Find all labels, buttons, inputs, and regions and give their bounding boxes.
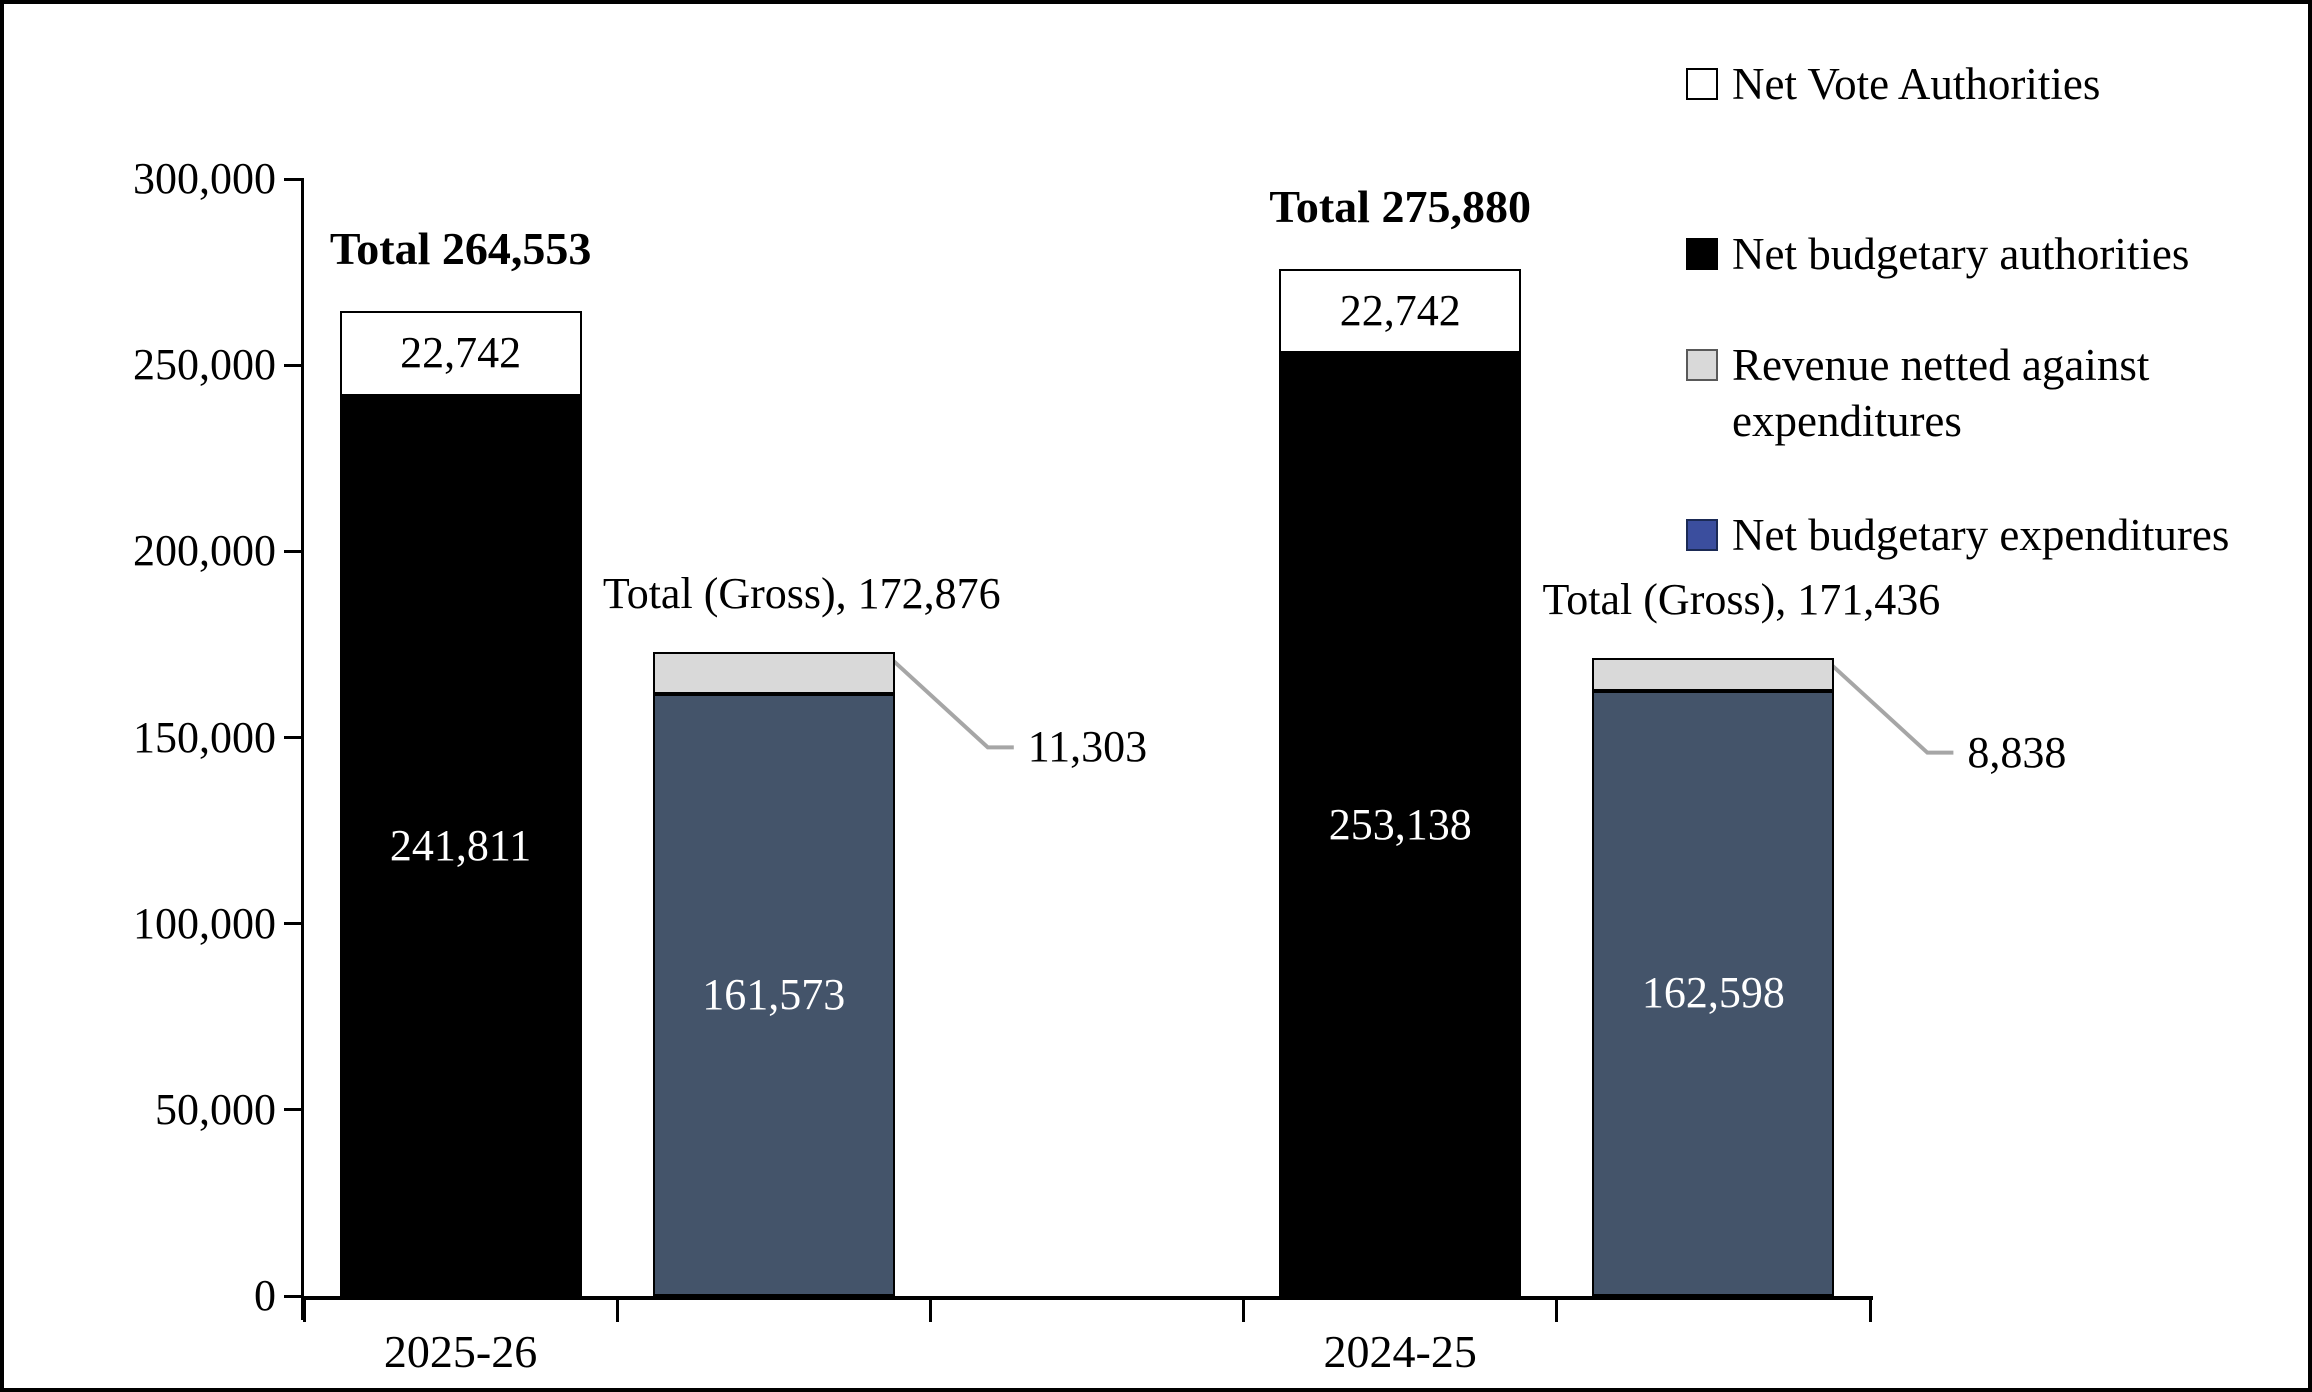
legend-label: Net budgetary expenditures (1732, 510, 2230, 560)
y-tick (284, 922, 304, 926)
bar-segment-net-budgetary-expenditures-2025-26 (652, 694, 895, 1296)
y-tick (284, 1294, 304, 1298)
legend-item-net-budgetary-authorities: Net budgetary authorities (1686, 226, 2189, 282)
y-tick-label: 200,000 (133, 526, 276, 576)
callout-leader-line-2024-25 (1831, 664, 1954, 755)
bar-segment-net-budgetary-expenditures-2024-25 (1592, 690, 1835, 1296)
x-tick (615, 1296, 619, 1322)
legend-swatch-icon-revenue-netted-against-expenditures (1686, 349, 1718, 381)
legend-item-revenue-netted-against-expenditures: Revenue netted against expenditures (1686, 337, 2149, 449)
bar-value-net-budgetary-authorities-2024-25: 253,138 (1328, 799, 1472, 849)
bar-segment-net-budgetary-authorities-2024-25 (1279, 353, 1522, 1296)
x-tick (302, 1296, 306, 1322)
x-category-label-2024-25: 2024-25 (1323, 1326, 1477, 1377)
total-gross-label-2024-25: Total (Gross), 171,436 (1542, 574, 1941, 624)
callout-leader-line-2025-26 (891, 658, 1014, 750)
bar-value-net-budgetary-expenditures-2024-25: 162,598 (1641, 968, 1785, 1018)
y-tick-label: 100,000 (133, 898, 276, 948)
bar-value-net-vote-authorities-2024-25: 22,742 (1339, 286, 1461, 336)
total-gross-label-2025-26: Total (Gross), 172,876 (602, 569, 1001, 619)
total-label-2025-26: Total 264,553 (329, 222, 592, 274)
bar-segment-net-budgetary-authorities-2025-26 (339, 395, 582, 1296)
bar-value-net-budgetary-authorities-2025-26: 241,811 (389, 820, 532, 870)
y-tick (284, 177, 304, 181)
y-tick (284, 549, 304, 553)
y-tick-label: 250,000 (133, 340, 276, 390)
y-tick (284, 736, 304, 739)
bar-value-net-budgetary-expenditures-2025-26: 161,573 (702, 970, 846, 1020)
x-axis-line (301, 1296, 1873, 1300)
x-tick (1242, 1296, 1246, 1322)
y-tick-label: 0 (254, 1271, 276, 1320)
y-tick (284, 1108, 304, 1112)
x-tick (928, 1296, 932, 1322)
legend-label: Net budgetary authorities (1732, 229, 2190, 279)
y-tick-label: 300,000 (133, 154, 276, 203)
bar-segment-revenue-netted-against-expenditures-2025-26 (652, 652, 895, 695)
y-tick (284, 363, 304, 367)
callout-value-2024-25: 8,838 (1967, 727, 2067, 777)
legend-swatch-icon-net-vote-authorities (1686, 68, 1718, 100)
legend-label: Net Vote Authorities (1732, 59, 2101, 109)
bar-segment-revenue-netted-against-expenditures-2024-25 (1592, 657, 1835, 691)
bar-segment-net-vote-authorities-2024-25 (1279, 268, 1522, 354)
x-category-label-2025-26: 2025-26 (383, 1326, 538, 1377)
y-tick-label: 50,000 (155, 1084, 276, 1134)
legend-swatch-icon-net-budgetary-authorities (1686, 238, 1718, 270)
legend-item-net-budgetary-expenditures: Net budgetary expenditures (1686, 507, 2229, 563)
bar-segment-net-vote-authorities-2025-26 (339, 310, 582, 396)
callout-value-2025-26: 11,303 (1027, 722, 1148, 772)
legend-swatch-icon-net-budgetary-expenditures (1686, 519, 1718, 551)
legend-label: Revenue netted against expenditures (1732, 340, 2150, 446)
y-axis-line (301, 179, 304, 1320)
x-tick (1868, 1296, 1872, 1322)
total-label-2024-25: Total 275,880 (1269, 180, 1531, 232)
bar-value-net-vote-authorities-2025-26: 22,742 (400, 328, 522, 378)
legend-item-net-vote-authorities: Net Vote Authorities (1686, 56, 2100, 112)
y-tick-label: 150,000 (133, 712, 276, 762)
x-tick (1555, 1296, 1559, 1322)
